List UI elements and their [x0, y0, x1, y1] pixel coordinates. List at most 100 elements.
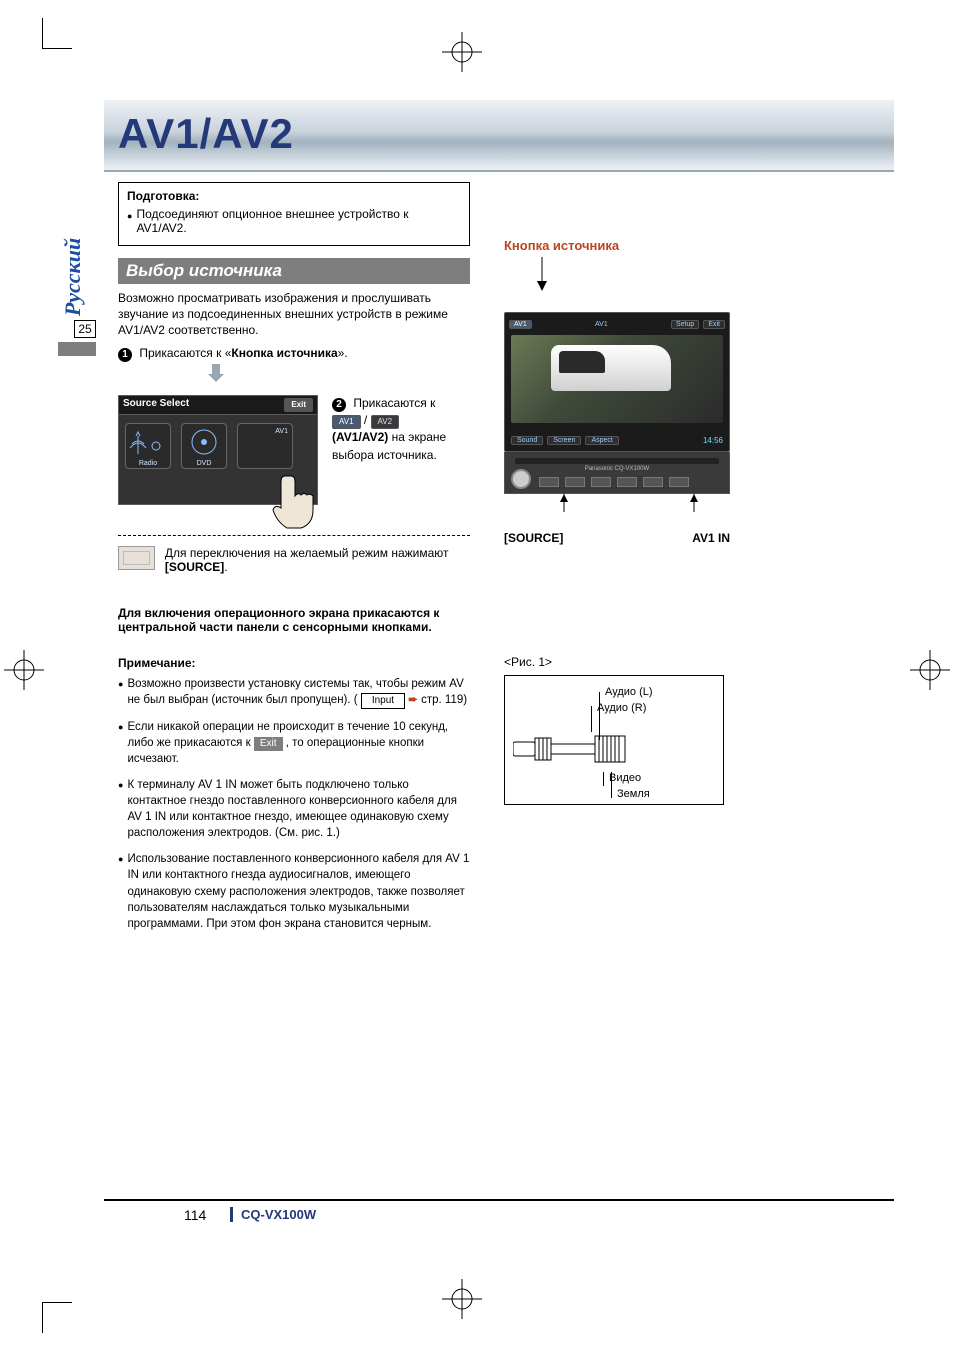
- connector-icon: [513, 726, 633, 776]
- pointer-arrow-icon: [532, 253, 592, 293]
- note4-text: Использование поставленного конверсионно…: [127, 851, 470, 931]
- touch-instruction: Для включения операционного экрана прика…: [118, 606, 470, 634]
- unit-button[interactable]: [591, 477, 611, 487]
- source-dvd-label: DVD: [182, 460, 226, 467]
- volume-knob[interactable]: [511, 469, 531, 489]
- figure-1: <Рис. 1>: [504, 655, 854, 805]
- notes-list: Возможно произвести установку системы та…: [118, 676, 470, 932]
- step-2: 2 Прикасаются к AV1 / AV2 (AV1/AV2) на э…: [332, 395, 464, 465]
- unit-button[interactable]: [617, 477, 637, 487]
- remote-note: Для переключения на желаемый режим нажим…: [118, 546, 470, 574]
- car-unit: AV1 AV1 Setup Exit Sound Screen Aspect 1…: [504, 312, 730, 494]
- fig-audio-l: Аудио (L): [605, 686, 653, 698]
- note-item: Если никакой операции не происходит в те…: [118, 719, 470, 767]
- note-item: К терминалу AV 1 IN может быть подключен…: [118, 777, 470, 841]
- note-item: Использование поставленного конверсионно…: [118, 851, 470, 931]
- source-av1-label: AV1: [275, 428, 288, 435]
- touch-line1: Для включения операционного экрана прика…: [118, 606, 470, 620]
- screen-source-chip[interactable]: AV1: [509, 320, 532, 329]
- registration-mark: [4, 650, 44, 690]
- unit-button[interactable]: [643, 477, 663, 487]
- aspect-button[interactable]: Aspect: [585, 436, 618, 445]
- step1-bold: Кнопка источника: [231, 346, 337, 360]
- section-heading: Выбор источника: [118, 258, 470, 284]
- unit-button[interactable]: [565, 477, 585, 487]
- registration-mark: [910, 650, 950, 690]
- source-radio-label: Radio: [126, 460, 170, 467]
- exit-button[interactable]: Exit: [284, 398, 313, 412]
- unit-button[interactable]: [539, 477, 559, 487]
- down-arrow-icon: [208, 364, 224, 382]
- preparation-text: Подсоединяют опционное внешнее устройств…: [136, 207, 461, 235]
- fig-ground: Земля: [617, 788, 650, 800]
- footer: 114 CQ-VX100W: [104, 1199, 894, 1223]
- unit-labels: [SOURCE] AV1 IN: [504, 531, 730, 545]
- model-number: CQ-VX100W: [230, 1207, 316, 1222]
- av1in-label: AV1 IN: [692, 531, 730, 545]
- step2-bold: (AV1/AV2): [332, 430, 388, 444]
- source-select-row: Source Select Exit Radio DVD AV1 1: [118, 395, 470, 505]
- notes-heading: Примечание:: [118, 656, 470, 670]
- source-button-heading: Кнопка источника: [504, 238, 854, 253]
- hand-cursor-icon: [263, 472, 323, 532]
- unit-screen: AV1 AV1 Setup Exit Sound Screen Aspect 1…: [504, 312, 730, 452]
- fig-audio-r: Аудио (R): [597, 702, 646, 714]
- fig-video: Видео: [609, 772, 641, 784]
- step-number-2: 2: [332, 398, 346, 412]
- source-av1-button[interactable]: AV1: [237, 423, 293, 469]
- unit-brand: Panasonic CQ-VX100W: [505, 466, 729, 472]
- step1-text: Прикасаются к «: [139, 346, 231, 360]
- source-label: [SOURCE]: [504, 531, 563, 545]
- exit-button[interactable]: Exit: [703, 320, 725, 329]
- setup-button[interactable]: Setup: [671, 320, 699, 329]
- step2-pre: Прикасаются к: [353, 396, 435, 410]
- page-number: 114: [184, 1207, 206, 1223]
- screen-time: 14:56: [703, 436, 723, 445]
- arrow-icon: ➨: [408, 694, 418, 706]
- step-number-1: 1: [118, 348, 132, 362]
- screen-image: [511, 335, 723, 423]
- touch-line2: центральной части панели с сенсорными кн…: [118, 620, 470, 634]
- racecar-icon: [551, 345, 671, 391]
- source-dvd-button[interactable]: DVD: [181, 423, 227, 469]
- unit-button[interactable]: [669, 477, 689, 487]
- page-title: AV1/AV2: [118, 110, 294, 158]
- registration-mark: [442, 1279, 482, 1319]
- step-1: 1 Прикасаются к «Кнопка источника».: [118, 345, 470, 362]
- screen-button[interactable]: Screen: [547, 436, 581, 445]
- bullet-icon: [127, 207, 132, 235]
- section-intro: Возможно просматривать изображения и про…: [118, 290, 470, 339]
- sound-button[interactable]: Sound: [511, 436, 543, 445]
- page: Русский 25 AV1/AV2 Подготовка: Подсоедин…: [0, 0, 954, 1351]
- registration-mark: [442, 32, 482, 72]
- screen-title: AV1: [536, 321, 667, 328]
- remote-text: Для переключения на желаемый режим нажим…: [165, 546, 449, 560]
- dashed-separator: [118, 535, 470, 536]
- remote-source-label: [SOURCE]: [165, 560, 224, 574]
- remote-text-end: .: [224, 560, 227, 574]
- side-page-ref: 25: [74, 320, 96, 338]
- remote-icon: [118, 546, 155, 570]
- note-item: Возможно произвести установку системы та…: [118, 676, 470, 709]
- language-label: Русский: [60, 238, 86, 316]
- unit-base: Panasonic CQ-VX100W: [504, 452, 730, 494]
- disc-slot: [515, 458, 719, 464]
- preparation-heading: Подготовка:: [127, 189, 199, 203]
- left-column: Подготовка: Подсоединяют опционное внешн…: [118, 182, 470, 942]
- figure-caption: <Рис. 1>: [504, 655, 854, 669]
- source-radio-button[interactable]: Radio: [125, 423, 171, 469]
- language-tab: Русский: [58, 222, 88, 332]
- crop-mark: [42, 48, 72, 49]
- exit-button-inline[interactable]: Exit: [254, 737, 283, 751]
- crop-mark: [42, 1303, 43, 1333]
- av2-button[interactable]: AV2: [371, 415, 400, 429]
- crop-mark: [42, 1302, 72, 1303]
- input-button[interactable]: Input: [361, 693, 405, 709]
- step1-post: ».: [338, 346, 348, 360]
- note3-text: К терминалу AV 1 IN может быть подключен…: [127, 777, 470, 841]
- av1-button[interactable]: AV1: [332, 415, 361, 429]
- source-select-panel: Source Select Exit Radio DVD AV1 1: [118, 395, 318, 505]
- side-index-block: [58, 342, 96, 356]
- note1-page: стр. 119): [421, 694, 467, 706]
- crop-mark: [42, 18, 43, 48]
